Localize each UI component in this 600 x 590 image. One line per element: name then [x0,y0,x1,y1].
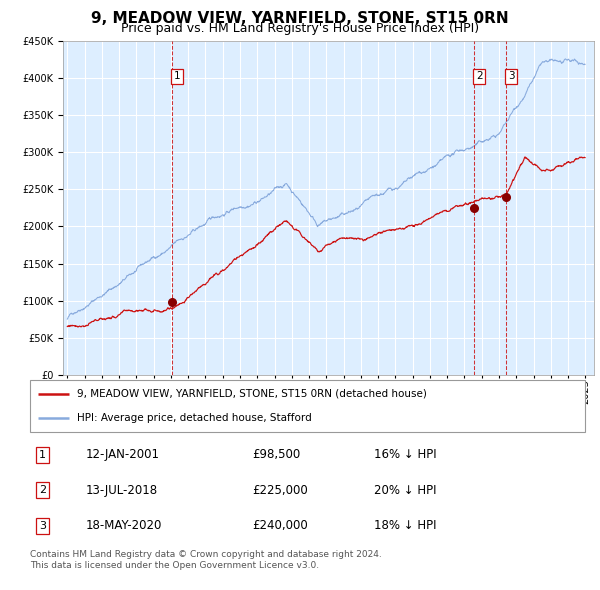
Text: 2: 2 [476,71,482,81]
Text: £225,000: £225,000 [252,484,308,497]
Text: £240,000: £240,000 [252,519,308,532]
Text: 9, MEADOW VIEW, YARNFIELD, STONE, ST15 0RN: 9, MEADOW VIEW, YARNFIELD, STONE, ST15 0… [91,11,509,25]
Text: 3: 3 [508,71,514,81]
Text: £98,500: £98,500 [252,448,300,461]
Text: 1: 1 [173,71,181,81]
Text: 12-JAN-2001: 12-JAN-2001 [86,448,160,461]
Text: 18-MAY-2020: 18-MAY-2020 [86,519,162,532]
Text: 9, MEADOW VIEW, YARNFIELD, STONE, ST15 0RN (detached house): 9, MEADOW VIEW, YARNFIELD, STONE, ST15 0… [77,389,427,399]
Text: 18% ↓ HPI: 18% ↓ HPI [374,519,437,532]
Text: 3: 3 [39,521,46,531]
Text: 16% ↓ HPI: 16% ↓ HPI [374,448,437,461]
Text: 20% ↓ HPI: 20% ↓ HPI [374,484,437,497]
Text: HPI: Average price, detached house, Stafford: HPI: Average price, detached house, Staf… [77,413,312,423]
Text: 2: 2 [38,486,46,495]
Text: 13-JUL-2018: 13-JUL-2018 [86,484,158,497]
Text: Contains HM Land Registry data © Crown copyright and database right 2024.: Contains HM Land Registry data © Crown c… [30,550,382,559]
Text: Price paid vs. HM Land Registry's House Price Index (HPI): Price paid vs. HM Land Registry's House … [121,22,479,35]
Text: This data is licensed under the Open Government Licence v3.0.: This data is licensed under the Open Gov… [30,560,319,569]
Text: 1: 1 [39,450,46,460]
